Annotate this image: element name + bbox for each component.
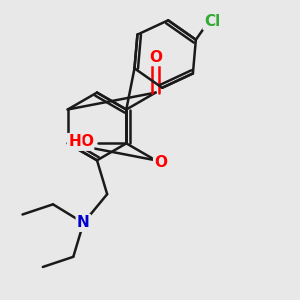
Text: O: O (154, 155, 167, 170)
Text: N: N (77, 215, 90, 230)
Text: O: O (149, 50, 162, 65)
Text: O: O (80, 134, 93, 149)
Text: Cl: Cl (204, 14, 220, 29)
Text: H: H (68, 134, 81, 149)
